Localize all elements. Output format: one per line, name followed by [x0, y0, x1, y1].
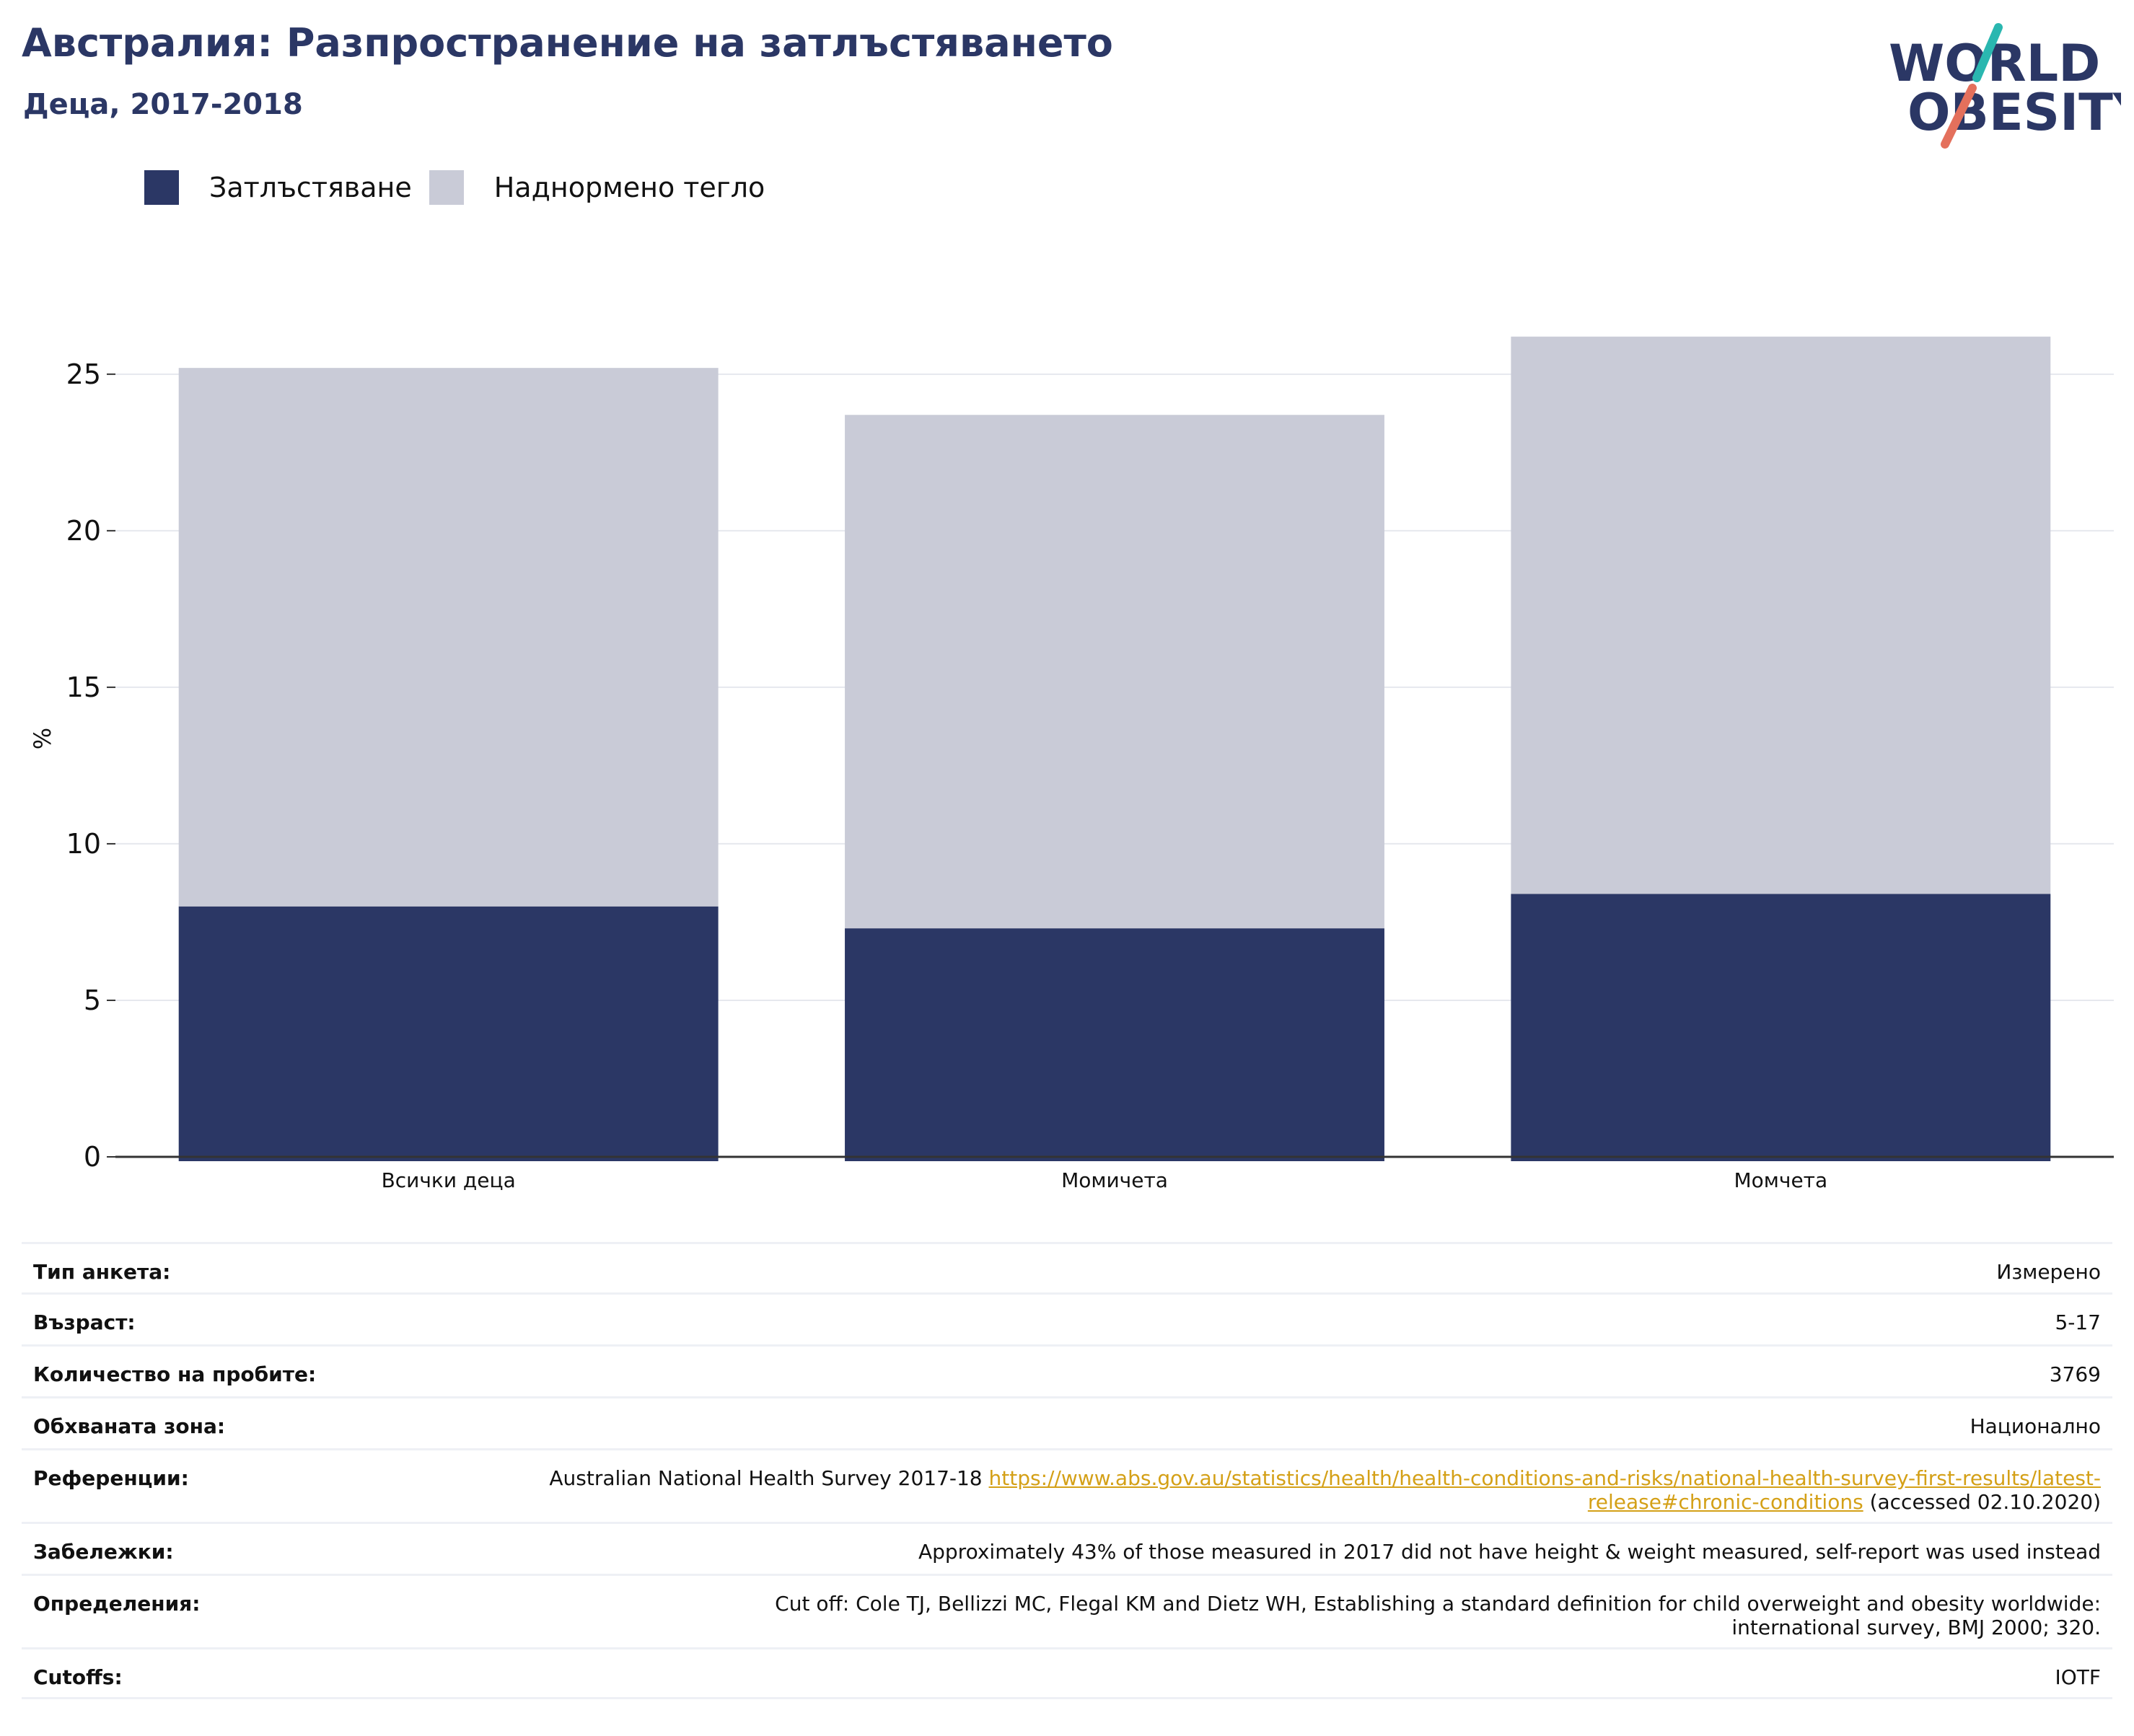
x-tick-label: Всички деца [382, 1168, 516, 1192]
info-value-text: Национално [1970, 1414, 2101, 1438]
bar-overweight [845, 415, 1384, 929]
info-value-text: Approximately 43% of those measured in 2… [918, 1540, 2101, 1564]
legend-label-overweight: Наднормено тегло [493, 172, 765, 203]
chart-subtitle: Деца, 2017-2018 [23, 88, 303, 121]
reference-accessed-date: (accessed 02.10.2020) [1869, 1490, 2101, 1514]
y-tick-label: 15 [66, 671, 101, 703]
info-value-text: IOTF [2055, 1665, 2101, 1689]
bar-overweight [1511, 336, 2051, 894]
info-label: Възраст: [33, 1310, 136, 1334]
y-tick-label: 0 [84, 1141, 101, 1173]
x-tick-label: Момчета [1734, 1168, 1828, 1192]
y-tick-label: 5 [84, 984, 101, 1016]
bar-obesity [1511, 894, 2051, 1161]
info-value: Cut off: Cole TJ, Bellizzi MC, Flegal KM… [658, 1592, 2101, 1639]
logo-slash-bottom [1941, 84, 1977, 149]
info-label: Определения: [33, 1592, 201, 1616]
info-row: Определения: Cut off: Cole TJ, Bellizzi M… [22, 1574, 2112, 1647]
chart-title: Австралия: Разпространение на затлъстява… [22, 20, 1113, 66]
info-label: Референции: [33, 1466, 189, 1490]
survey-info-table: Тип анкета: Измерено Възраст: 5-17 Количеств… [22, 1242, 2112, 1699]
bar-overweight [178, 368, 719, 907]
info-value: Измерено [1996, 1260, 2101, 1284]
info-value-text: 3769 [2049, 1362, 2101, 1386]
legend-label-obesity: Затлъстяване [209, 172, 412, 203]
info-row: Забележки: Approximately 43% of those mea… [22, 1522, 2112, 1574]
logo-word-obesity: OBESITY [1907, 83, 2121, 142]
info-label: Cutoffs: [33, 1665, 123, 1689]
info-value: 5-17 [2055, 1310, 2101, 1334]
info-value: Approximately 43% of those measured in 2… [918, 1540, 2101, 1564]
info-label: Тип анкета: [33, 1260, 171, 1284]
legend: Затлъстяване Наднормено тегло [144, 167, 782, 208]
info-value: Australian National Health Survey 2017-1… [543, 1466, 2101, 1514]
info-value: Национално [1970, 1414, 2101, 1438]
info-row: Референции: Australian National Health Su… [22, 1448, 2112, 1522]
info-value: 3769 [2050, 1362, 2101, 1386]
info-value-text: 5-17 [2055, 1310, 2101, 1334]
legend-swatch-overweight [429, 170, 464, 205]
info-label: Обхваната зона: [33, 1414, 226, 1438]
world-obesity-logo: WORLD OBESITY [1889, 23, 2121, 149]
info-value-text: Измерено [1996, 1260, 2101, 1284]
info-row: Обхваната зона: Национално [22, 1396, 2112, 1448]
y-tick-label: 10 [66, 828, 101, 860]
info-row: Възраст: 5-17 [22, 1292, 2112, 1344]
info-row: Количество на пробите: 3769 [22, 1344, 2112, 1396]
y-tick-label: 25 [66, 358, 101, 390]
info-value-text: Australian National Health Survey 2017-1… [549, 1466, 983, 1490]
info-row: Cutoffs: IOTF [22, 1647, 2112, 1699]
info-label: Забележки: [33, 1540, 174, 1564]
x-tick-label: Момичета [1061, 1168, 1168, 1192]
legend-swatch-obesity [144, 170, 179, 205]
legend-item-overweight: Наднормено тегло [429, 170, 765, 205]
bar-obesity [178, 906, 719, 1161]
bar-obesity [845, 928, 1384, 1161]
info-value-text: Cut off: Cole TJ, Bellizzi MC, Flegal KM… [775, 1592, 2101, 1639]
info-row: Тип анкета: Измерено [22, 1242, 2112, 1292]
info-value: IOTF [2055, 1665, 2101, 1689]
logo-slash-top [1972, 23, 2003, 82]
y-tick-label: 20 [66, 515, 101, 547]
legend-item-obesity: Затлъстяване [144, 170, 412, 205]
y-axis-label: % [29, 728, 56, 749]
info-label: Количество на пробите: [33, 1362, 317, 1386]
reference-link[interactable]: https://www.abs.gov.au/statistics/health… [988, 1466, 2101, 1514]
stacked-bar-chart: % 0 5 10 15 20 25 Всички деца Момичета Момчета [29, 336, 2114, 1192]
